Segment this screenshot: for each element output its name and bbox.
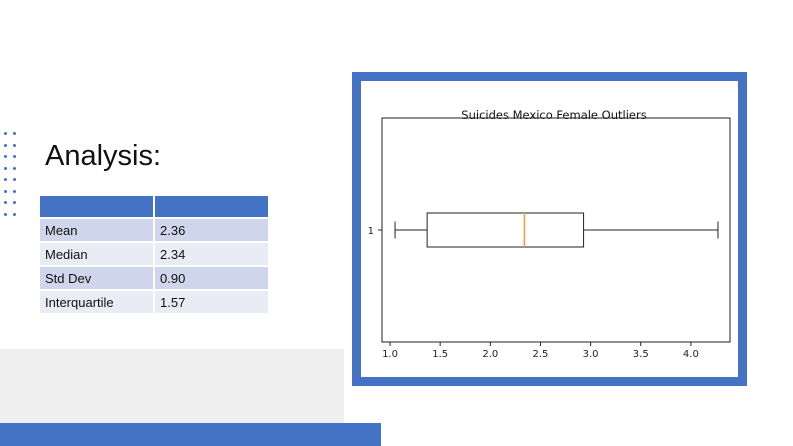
x-tick-label: 2.5 [533, 349, 549, 360]
x-tick-label: 1.0 [382, 349, 398, 360]
decorative-dot [13, 178, 16, 181]
stats-table: Mean 2.36 Median 2.34 Std Dev 0.90 Inter… [38, 194, 270, 315]
x-tick-label: 3.5 [633, 349, 649, 360]
chart-title: Suicides Mexico Female Outliers [461, 108, 646, 122]
table-header-row [40, 196, 268, 217]
y-tick-label: 1 [368, 226, 374, 237]
table-header-cell [155, 196, 268, 217]
table-header-cell [40, 196, 153, 217]
decorative-dot [4, 155, 7, 158]
x-tick-label: 2.0 [482, 349, 498, 360]
table-row-interquartile: Interquartile 1.57 [40, 291, 268, 313]
decorative-dot [4, 178, 7, 181]
table-row-median: Median 2.34 [40, 243, 268, 265]
row-label: Std Dev [40, 267, 153, 289]
decorative-dot [4, 166, 7, 170]
decorative-dot [4, 189, 7, 193]
row-value: 0.90 [155, 267, 268, 289]
decorative-dot [13, 155, 16, 158]
row-value: 1.57 [155, 291, 268, 313]
page-title: Analysis: [45, 140, 162, 172]
row-value: 2.34 [155, 243, 268, 265]
row-value: 2.36 [155, 219, 268, 241]
boxplot-chart: Suicides Mexico Female Outliers 1.0 1.5 2.… [368, 108, 731, 360]
x-tick-label: 1.5 [432, 349, 448, 360]
decorative-dot [13, 201, 16, 204]
row-label: Median [40, 243, 153, 265]
decorative-dot [4, 143, 7, 147]
decorative-dot [13, 166, 16, 170]
table-row-mean: Mean 2.36 [40, 219, 268, 241]
decorative-blue-bar [0, 423, 381, 446]
decorative-dot-grid [4, 132, 20, 222]
row-label: Mean [40, 219, 153, 241]
x-tick-label: 4.0 [683, 349, 699, 360]
decorative-dot [4, 212, 7, 216]
row-label: Interquartile [40, 291, 153, 313]
decorative-dot [13, 212, 16, 216]
box-iqr [426, 212, 585, 248]
x-tick-label: 3.0 [583, 349, 599, 360]
decorative-dot [13, 189, 16, 193]
table-row-std-dev: Std Dev 0.90 [40, 267, 268, 289]
decorative-dot [4, 132, 7, 135]
decorative-dot [4, 201, 7, 204]
chart-frame: Suicides Mexico Female Outliers 1.0 1.5 2.… [352, 72, 747, 386]
decorative-dot [13, 143, 16, 147]
decorative-dot [13, 132, 16, 135]
